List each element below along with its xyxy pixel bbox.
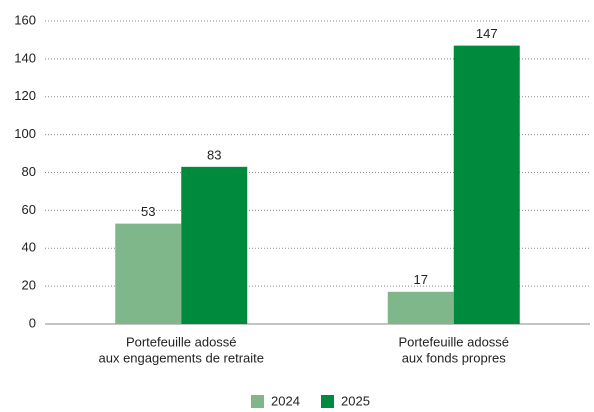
value-label: 53: [141, 204, 155, 219]
x-tick-label: aux fonds propres: [402, 350, 507, 365]
bar: [453, 45, 520, 325]
value-label: 83: [207, 147, 221, 162]
x-tick-label: aux engagements de retraite: [99, 350, 265, 365]
y-tick-label: 20: [22, 278, 36, 293]
y-tick-label: 60: [22, 202, 36, 217]
y-tick-label: 160: [14, 12, 36, 27]
y-tick-label: 120: [14, 88, 36, 103]
value-label: 17: [414, 272, 428, 287]
bar: [115, 223, 182, 324]
legend-swatch: [251, 395, 264, 408]
x-tick-label: Portefeuille adossé: [398, 334, 509, 349]
y-tick-label: 80: [22, 164, 36, 179]
legend-label: 2024: [271, 393, 300, 408]
bar: [181, 166, 248, 324]
x-tick-label: Portefeuille adossé: [126, 334, 237, 349]
bar: [387, 291, 454, 324]
y-tick-label: 100: [14, 126, 36, 141]
y-tick-label: 140: [14, 50, 36, 65]
y-tick-label: 40: [22, 240, 36, 255]
legend-label: 2025: [341, 393, 370, 408]
y-tick-label: 0: [29, 315, 36, 330]
value-label: 147: [476, 26, 498, 41]
legend-swatch: [321, 395, 334, 408]
